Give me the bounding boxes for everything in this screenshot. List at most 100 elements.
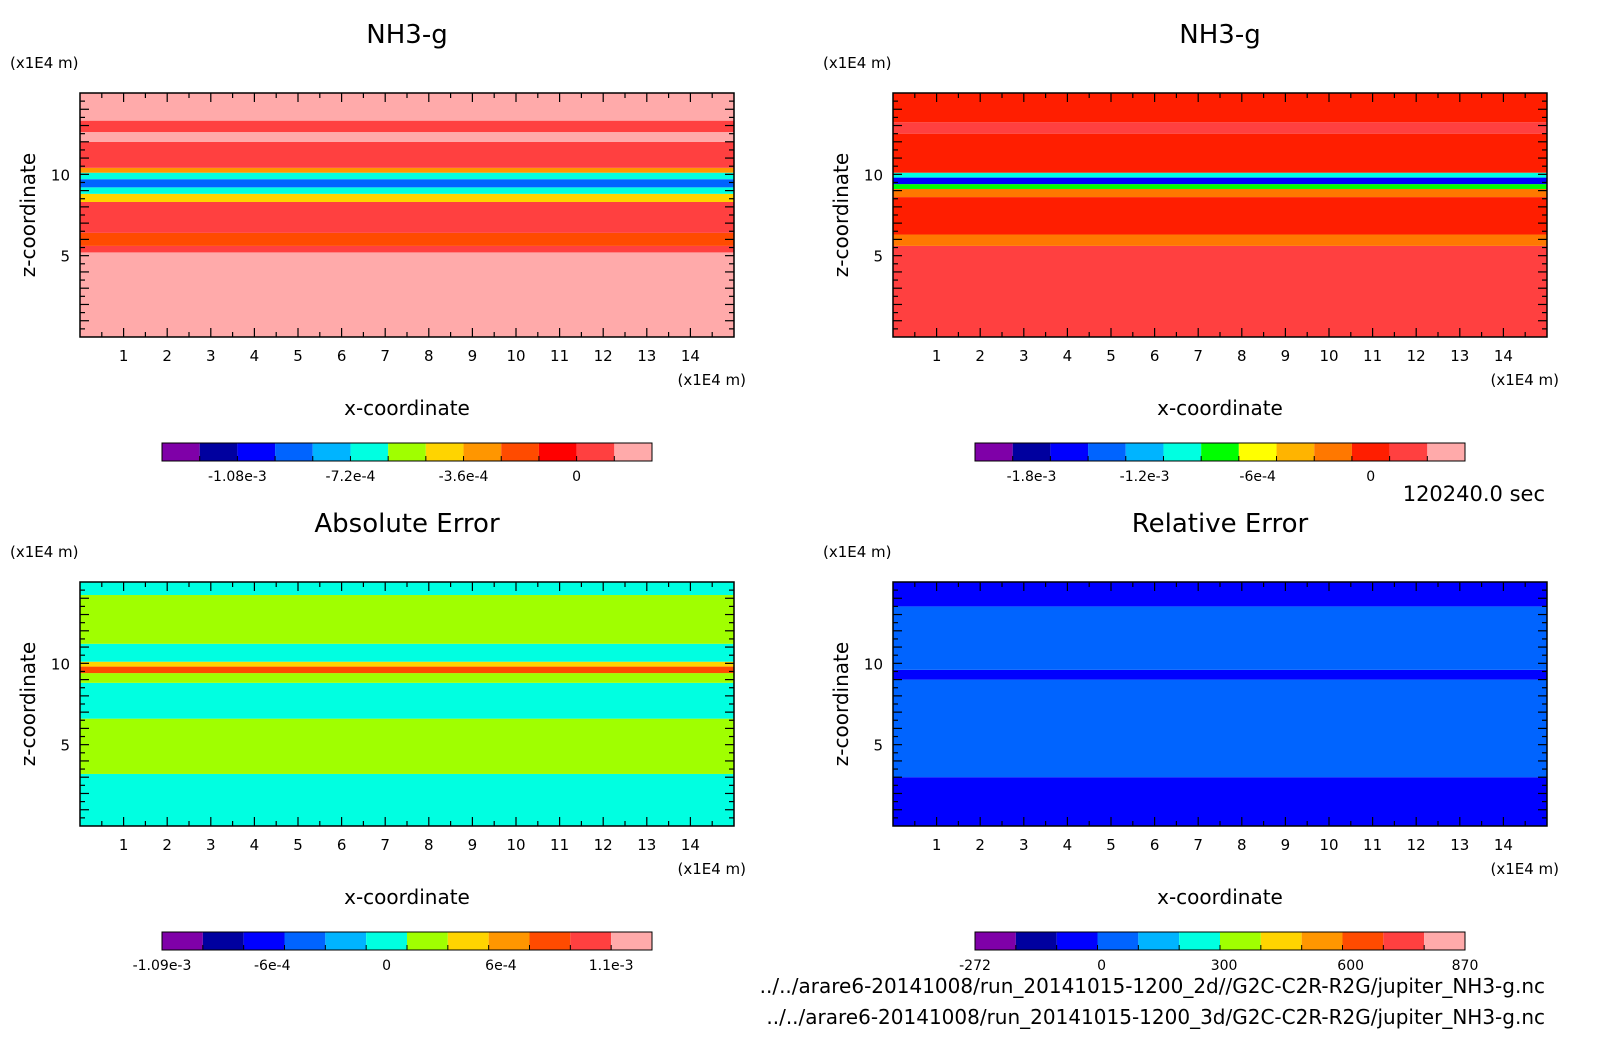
colorbar-swatch [1163, 443, 1202, 461]
colorbar-swatch [325, 932, 367, 950]
x-tick-label: 4 [250, 347, 260, 365]
y-unit-label: (x1E4 m) [10, 543, 79, 561]
x-tick-label: 8 [1237, 836, 1247, 854]
x-tick-label: 6 [337, 836, 347, 854]
colorbar-swatch [570, 932, 612, 950]
colorbar-swatch [237, 443, 276, 461]
colorbar-swatch [312, 443, 351, 461]
contour-band [893, 679, 1547, 778]
x-unit-label: (x1E4 m) [1490, 371, 1559, 389]
contour-band [80, 673, 734, 683]
x-tick-label: 10 [506, 347, 525, 365]
contour-band [80, 141, 734, 168]
x-tick-label: 10 [1319, 347, 1338, 365]
file-path-2: ../../arare6-20141008/run_20141015-1200_… [766, 1005, 1545, 1029]
contour-band [80, 245, 734, 253]
y-tick-label: 10 [51, 655, 70, 673]
colorbar-label: 0 [1097, 958, 1106, 974]
colorbar-swatch [1238, 443, 1277, 461]
contour-band [893, 606, 1547, 670]
colorbar-label: 6e-4 [485, 958, 517, 974]
x-tick-label: 13 [637, 347, 656, 365]
y-axis-label: z-coordinate [16, 153, 40, 277]
colorbar-label: 0 [572, 469, 581, 485]
x-tick-label: 6 [337, 347, 347, 365]
x-tick-label: 4 [1063, 347, 1073, 365]
chart-title: NH3-g [366, 20, 447, 50]
colorbar-swatch [538, 443, 577, 461]
colorbar-swatch [447, 932, 489, 950]
colorbar-label: -1.8e-3 [1007, 469, 1057, 485]
colorbar-swatch [162, 932, 203, 950]
x-axis-label: x-coordinate [1157, 396, 1283, 420]
contour-band [893, 122, 1547, 134]
colorbar-swatch [488, 932, 530, 950]
x-tick-label: 6 [1150, 347, 1160, 365]
x-tick-label: 3 [1019, 347, 1029, 365]
x-tick-label: 11 [1363, 347, 1382, 365]
colorbar-label: 300 [1211, 958, 1238, 974]
x-tick-label: 13 [1450, 836, 1469, 854]
x-tick-label: 14 [681, 836, 700, 854]
x-unit-label: (x1E4 m) [677, 860, 746, 878]
colorbar-swatch [1050, 443, 1089, 461]
contour-band [893, 172, 1547, 178]
colorbar-label: 870 [1452, 958, 1479, 974]
contour-band [80, 232, 734, 246]
x-tick-label: 9 [1281, 836, 1291, 854]
colorbar-swatch [284, 932, 326, 950]
y-tick-label: 5 [873, 248, 883, 266]
x-tick-label: 5 [1106, 347, 1116, 365]
chart-title: Absolute Error [314, 509, 500, 539]
colorbar-swatch [614, 443, 652, 461]
colorbar-swatch [1097, 932, 1139, 950]
colorbar-swatch [243, 932, 285, 950]
x-tick-label: 7 [380, 347, 390, 365]
contour-band [80, 120, 734, 133]
contour-band [80, 187, 734, 194]
x-tick-label: 6 [1150, 836, 1160, 854]
contour-band [80, 582, 734, 596]
x-tick-label: 3 [206, 836, 216, 854]
colorbar-swatch [425, 443, 464, 461]
y-tick-label: 5 [873, 737, 883, 755]
y-unit-label: (x1E4 m) [10, 54, 79, 72]
x-axis-label: x-coordinate [344, 396, 470, 420]
x-tick-label: 2 [975, 836, 985, 854]
x-tick-label: 11 [550, 836, 569, 854]
contour-band [80, 718, 734, 774]
x-unit-label: (x1E4 m) [677, 371, 746, 389]
contour-band [893, 669, 1547, 680]
colorbar-label: -6e-4 [254, 958, 291, 974]
contour-band [80, 595, 734, 644]
colorbar-swatch [1015, 932, 1057, 950]
contour-band [893, 197, 1547, 235]
colorbar-swatch [199, 443, 238, 461]
colorbar-frame [161, 442, 653, 462]
contour-band [80, 773, 734, 826]
contour-band [80, 643, 734, 662]
y-axis-label: z-coordinate [829, 642, 853, 766]
contour-band [893, 133, 1547, 173]
x-tick-label: 2 [162, 836, 172, 854]
x-tick-label: 13 [637, 836, 656, 854]
contour-band [80, 252, 734, 337]
x-tick-label: 12 [1407, 347, 1426, 365]
y-tick-label: 10 [864, 655, 883, 673]
colorbar-swatch [1125, 443, 1164, 461]
x-tick-label: 3 [1019, 836, 1029, 854]
contour-band [893, 184, 1547, 189]
x-tick-label: 12 [594, 347, 613, 365]
x-tick-label: 8 [1237, 347, 1247, 365]
y-unit-label: (x1E4 m) [823, 543, 892, 561]
colorbar-swatch [1179, 932, 1220, 950]
colorbar-swatch [1088, 443, 1126, 461]
x-tick-label: 1 [119, 836, 129, 854]
x-tick-label: 10 [506, 836, 525, 854]
x-tick-label: 4 [1063, 836, 1073, 854]
chart-title: Relative Error [1132, 509, 1309, 539]
colorbar-swatch [1427, 443, 1465, 461]
colorbar-swatch [1314, 443, 1352, 461]
chart-title: NH3-g [1179, 20, 1260, 50]
